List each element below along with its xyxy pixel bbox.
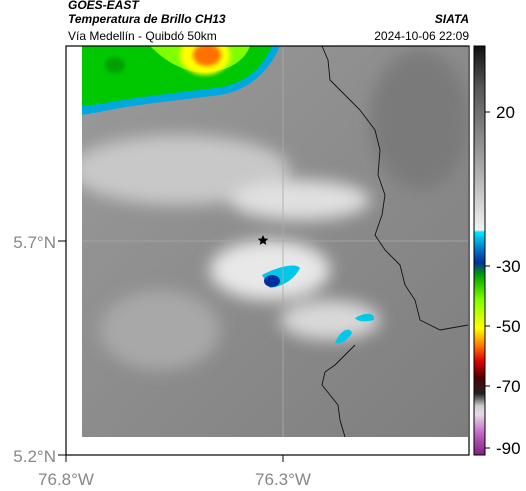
colorbar-ticks xyxy=(485,111,490,449)
colorbar xyxy=(473,45,486,456)
map-frame xyxy=(65,45,470,456)
lon-tick-label: 76.8°W xyxy=(38,470,94,489)
subtitle: Temperatura de Brillo CH13 xyxy=(68,12,226,26)
colorbar-tick-label: -90 xyxy=(496,439,521,458)
lon-tick-label: 76.3°W xyxy=(255,470,311,489)
colorbar-tick-label: -70 xyxy=(496,377,521,396)
lat-tick-label: 5.7°N xyxy=(13,233,56,252)
colorbar-tick-label: 20 xyxy=(496,103,515,122)
location: Vía Medellín - Quibdó 50km xyxy=(68,29,217,43)
satellite-image xyxy=(82,46,468,437)
lat-tick-label: 5.2°N xyxy=(13,447,56,466)
title: GOES-EAST xyxy=(68,0,140,12)
source: SIATA xyxy=(435,12,469,26)
colorbar-tick-label: -30 xyxy=(496,257,521,276)
colorbar-tick-label: -50 xyxy=(496,317,521,336)
datetime: 2024-10-06 22:09 xyxy=(374,29,469,43)
